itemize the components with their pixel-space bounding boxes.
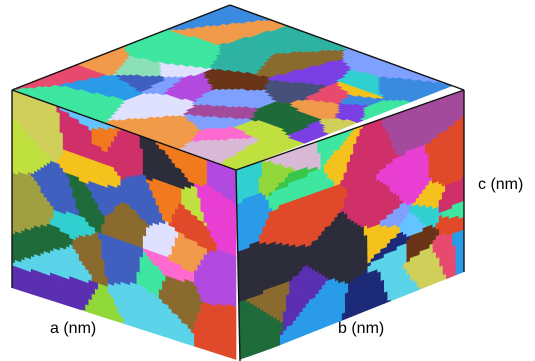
grain-cube-diagram xyxy=(11,4,465,361)
